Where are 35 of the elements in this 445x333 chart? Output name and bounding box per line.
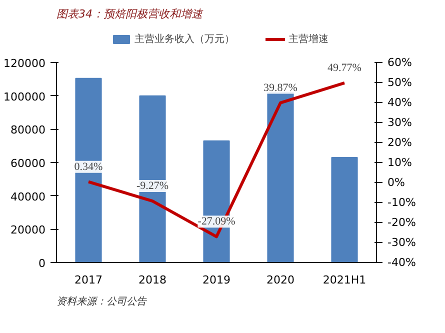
y2-tick-label: 30% [388,116,412,129]
y-tick-label: 60000 [10,157,46,170]
y-tick-label: 100000 [4,90,46,104]
y2-tick-label: -30% [388,236,416,249]
y2-tick-label: 20% [388,136,412,149]
y2-tick-label: -40% [388,256,416,269]
y2-tick-label: -10% [388,196,416,209]
y2-tick-label: 50% [388,76,412,89]
legend-label: 主营增速 [288,32,328,46]
data-label: 49.77% [328,62,362,74]
y-tick-label: 80000 [10,124,46,137]
legend-label: 主营业务收入（万元） [134,32,234,46]
data-label: 39.87% [264,82,298,94]
y2-tick-label: 10% [388,156,412,169]
y-tick-label: 40000 [10,190,46,204]
x-tick-label: 2021H1 [322,274,366,286]
text: 资料来源：公司公告 [56,296,148,308]
chart-title: 图表34：预焙阳极营收和增速 [56,8,204,20]
y2-tick-label: 60% [388,56,412,69]
x-tick-label: 2018 [138,274,167,286]
data-label: 0.34% [74,160,103,173]
x-tick-label: 2020 [266,274,295,286]
x-tick-label: 2019 [202,274,231,286]
y2-tick-label: 40% [388,96,412,109]
y2-tick-label: -20% [388,216,416,229]
y-tick-label: 0 [38,257,46,270]
x-tick-label: 2017 [74,274,103,286]
y-tick-label: 120000 [4,57,46,70]
bar [331,157,358,262]
y2-tick-label: 0% [388,176,405,189]
bar [267,92,294,262]
y-tick-label: 20000 [10,224,46,237]
data-label: -27.09% [198,216,236,228]
bar [75,78,102,262]
data-label: -9.27% [136,180,169,192]
